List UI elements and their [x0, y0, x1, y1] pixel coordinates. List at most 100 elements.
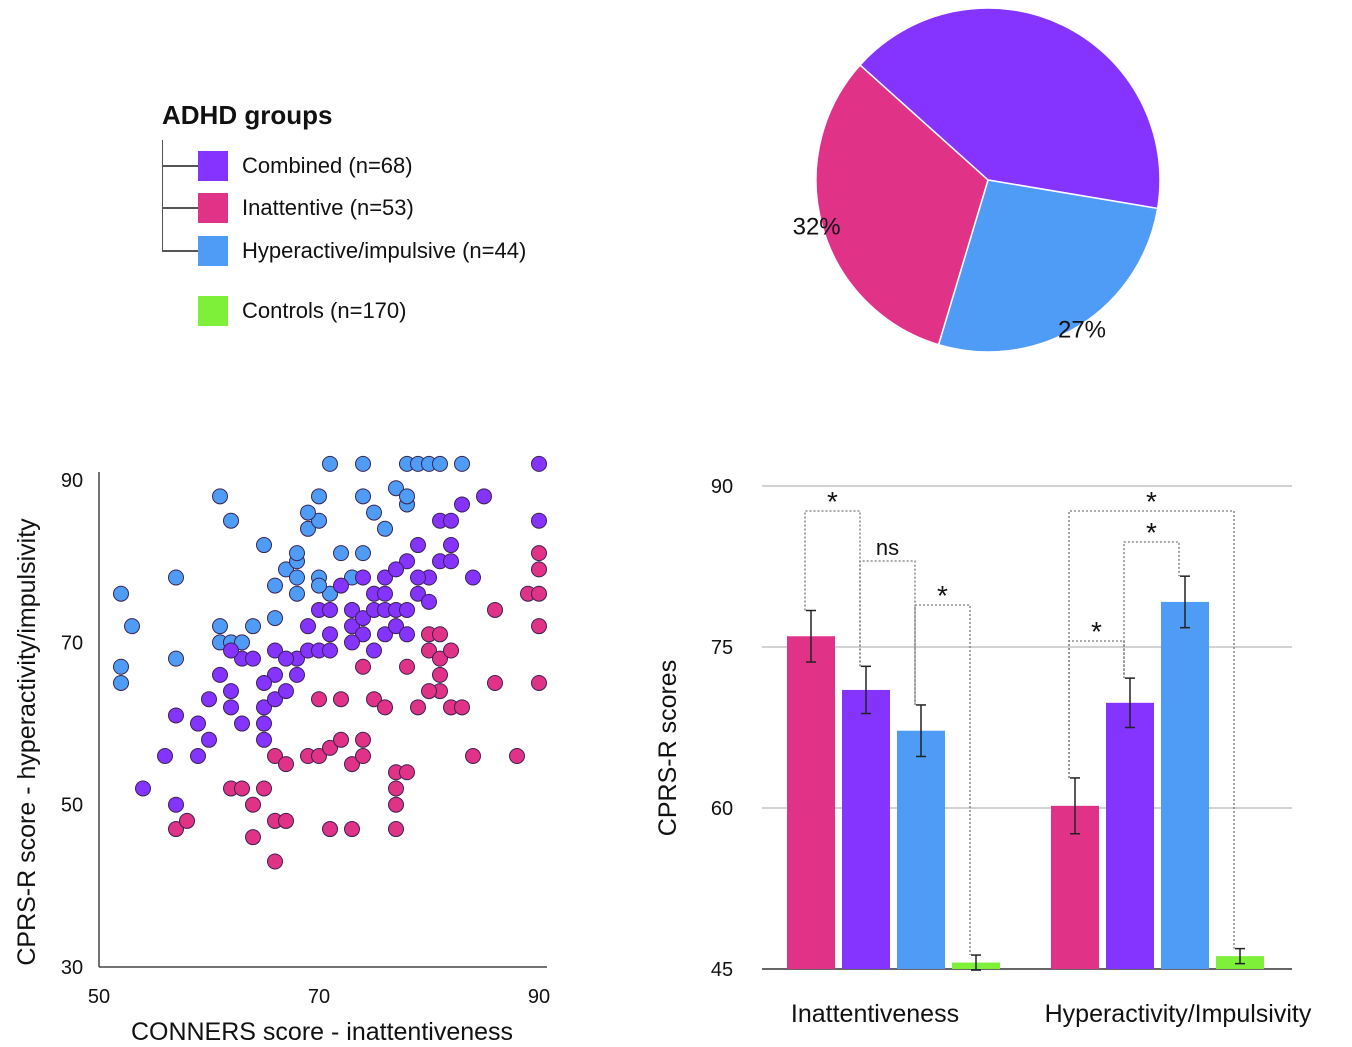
- scatter-point: [278, 812, 294, 829]
- legend-tick-inattentive: [162, 207, 198, 209]
- scatter-point: [267, 853, 283, 870]
- scatter-point: [333, 691, 349, 708]
- bar: [787, 636, 835, 969]
- scatter-point: [465, 569, 481, 586]
- scatter-point: [410, 569, 426, 586]
- scatter-point: [168, 650, 184, 667]
- scatter-point: [190, 748, 206, 765]
- significance-label: *: [1146, 517, 1157, 548]
- bar-y-tick-label: 75: [711, 637, 733, 659]
- legend-tick-hyperactive: [162, 250, 198, 252]
- bar-y-tick-label: 60: [711, 798, 733, 820]
- scatter-point: [212, 618, 228, 635]
- scatter-point: [355, 569, 371, 586]
- scatter-point: [432, 626, 448, 643]
- pie-slice: [858, 7, 1161, 210]
- bar-chart: 45 60 75 90 CPRS-R scores Inattentiveness Hype…: [654, 476, 1312, 1028]
- scatter-point: [355, 626, 371, 643]
- scatter-point: [531, 674, 547, 691]
- scatter-point: [278, 756, 294, 773]
- scatter-point: [300, 520, 316, 537]
- scatter-point: [366, 691, 382, 708]
- scatter-y-tick-label: 30: [61, 957, 83, 979]
- scatter-point: [113, 658, 129, 675]
- scatter-point: [344, 618, 360, 635]
- scatter-point: [278, 650, 294, 667]
- scatter-point: [531, 561, 547, 578]
- significance-bracket: [859, 560, 916, 705]
- scatter-point: [267, 610, 283, 627]
- scatter-point: [113, 585, 129, 602]
- scatter-point: [355, 545, 371, 562]
- legend-item-inattentive: Inattentive (n=53): [198, 192, 414, 224]
- scatter-point: [289, 545, 305, 562]
- scatter-point: [322, 455, 338, 472]
- scatter-point: [234, 634, 250, 651]
- scatter-point: [157, 748, 173, 765]
- significance-label: ns: [876, 535, 899, 560]
- scatter-point: [443, 512, 459, 529]
- legend-swatch-inattentive: [198, 193, 228, 223]
- scatter-point: [410, 537, 426, 554]
- legend-item-combined: Combined (n=68): [198, 150, 413, 182]
- scatter-point: [377, 520, 393, 537]
- scatter-point: [377, 569, 393, 586]
- scatter-point: [432, 455, 448, 472]
- scatter-point: [223, 642, 239, 659]
- significance-bracket: [914, 604, 971, 956]
- bar: [1161, 601, 1209, 969]
- pie-slice: [937, 179, 1159, 353]
- scatter-point: [201, 691, 217, 708]
- scatter-point: [421, 593, 437, 610]
- pie-chart: 27% 32%: [793, 7, 1161, 353]
- scatter-y-tick-label: 70: [61, 632, 83, 654]
- scatter-point: [388, 480, 404, 497]
- scatter-point: [531, 618, 547, 635]
- scatter-y-tick-label: 90: [61, 470, 83, 492]
- significance-label: *: [1091, 616, 1102, 647]
- scatter-point: [388, 821, 404, 838]
- scatter-point: [311, 488, 327, 505]
- scatter-point: [267, 691, 283, 708]
- scatter-point: [300, 504, 316, 521]
- scatter-point: [223, 512, 239, 529]
- scatter-point: [124, 618, 140, 635]
- significance-bracket: [1123, 541, 1180, 679]
- scatter-point: [113, 674, 129, 691]
- scatter-point: [344, 634, 360, 651]
- scatter-point: [399, 626, 415, 643]
- bar: [897, 730, 945, 969]
- pie-slice-label: 32%: [793, 213, 841, 240]
- bar-y-tick-label: 45: [711, 959, 733, 981]
- legend-label-controls: Controls (n=170): [242, 298, 407, 323]
- bar: [1106, 702, 1154, 969]
- scatter-point: [531, 455, 547, 472]
- scatter-point: [278, 561, 294, 578]
- scatter-point: [322, 642, 338, 659]
- scatter-point: [311, 691, 327, 708]
- scatter-point: [509, 748, 525, 765]
- scatter-point: [487, 601, 503, 618]
- scatter-point: [377, 626, 393, 643]
- scatter-point: [179, 812, 195, 829]
- scatter-point: [245, 618, 261, 635]
- scatter-point: [168, 821, 184, 838]
- legend-swatch-combined: [198, 151, 228, 181]
- scatter-point: [410, 699, 426, 716]
- scatter-point: [168, 796, 184, 813]
- bar-category-label: Hyperactivity/Impulsivity: [1045, 1000, 1312, 1028]
- scatter-point: [190, 715, 206, 732]
- legend-swatch-controls: [198, 296, 228, 326]
- legend-tick-combined: [162, 165, 198, 167]
- pie-slice-label: 27%: [1058, 316, 1106, 343]
- scatter-x-tick-label: 70: [308, 986, 330, 1008]
- scatter-point: [256, 731, 272, 748]
- scatter-point: [355, 748, 371, 765]
- scatter-point: [344, 601, 360, 618]
- legend-title: ADHD groups: [162, 100, 333, 130]
- scatter-point: [256, 674, 272, 691]
- scatter-x-tick-label: 90: [528, 986, 550, 1008]
- scatter-y-axis-label: CPRS-R score - hyperactivity/impulsivity: [13, 518, 41, 966]
- scatter-point: [234, 715, 250, 732]
- scatter-point: [476, 488, 492, 505]
